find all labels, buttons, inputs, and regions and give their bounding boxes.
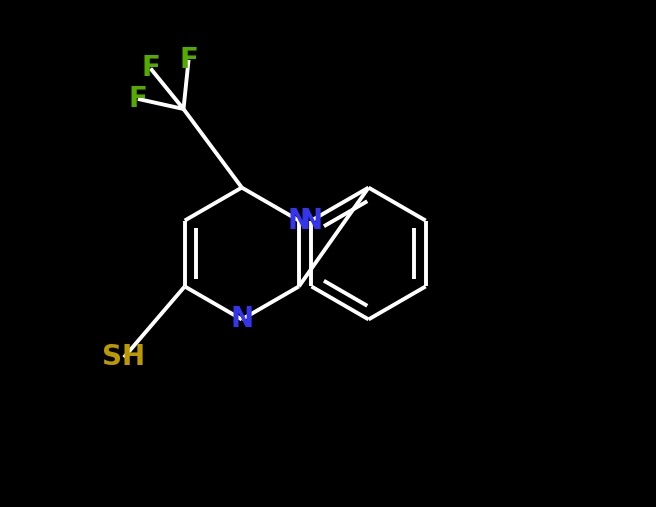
Text: N: N: [300, 206, 323, 235]
Text: F: F: [141, 54, 160, 83]
Text: N: N: [230, 305, 253, 334]
Text: N: N: [287, 206, 310, 235]
Text: F: F: [179, 46, 198, 74]
Text: F: F: [129, 85, 148, 113]
Text: SH: SH: [102, 343, 146, 372]
